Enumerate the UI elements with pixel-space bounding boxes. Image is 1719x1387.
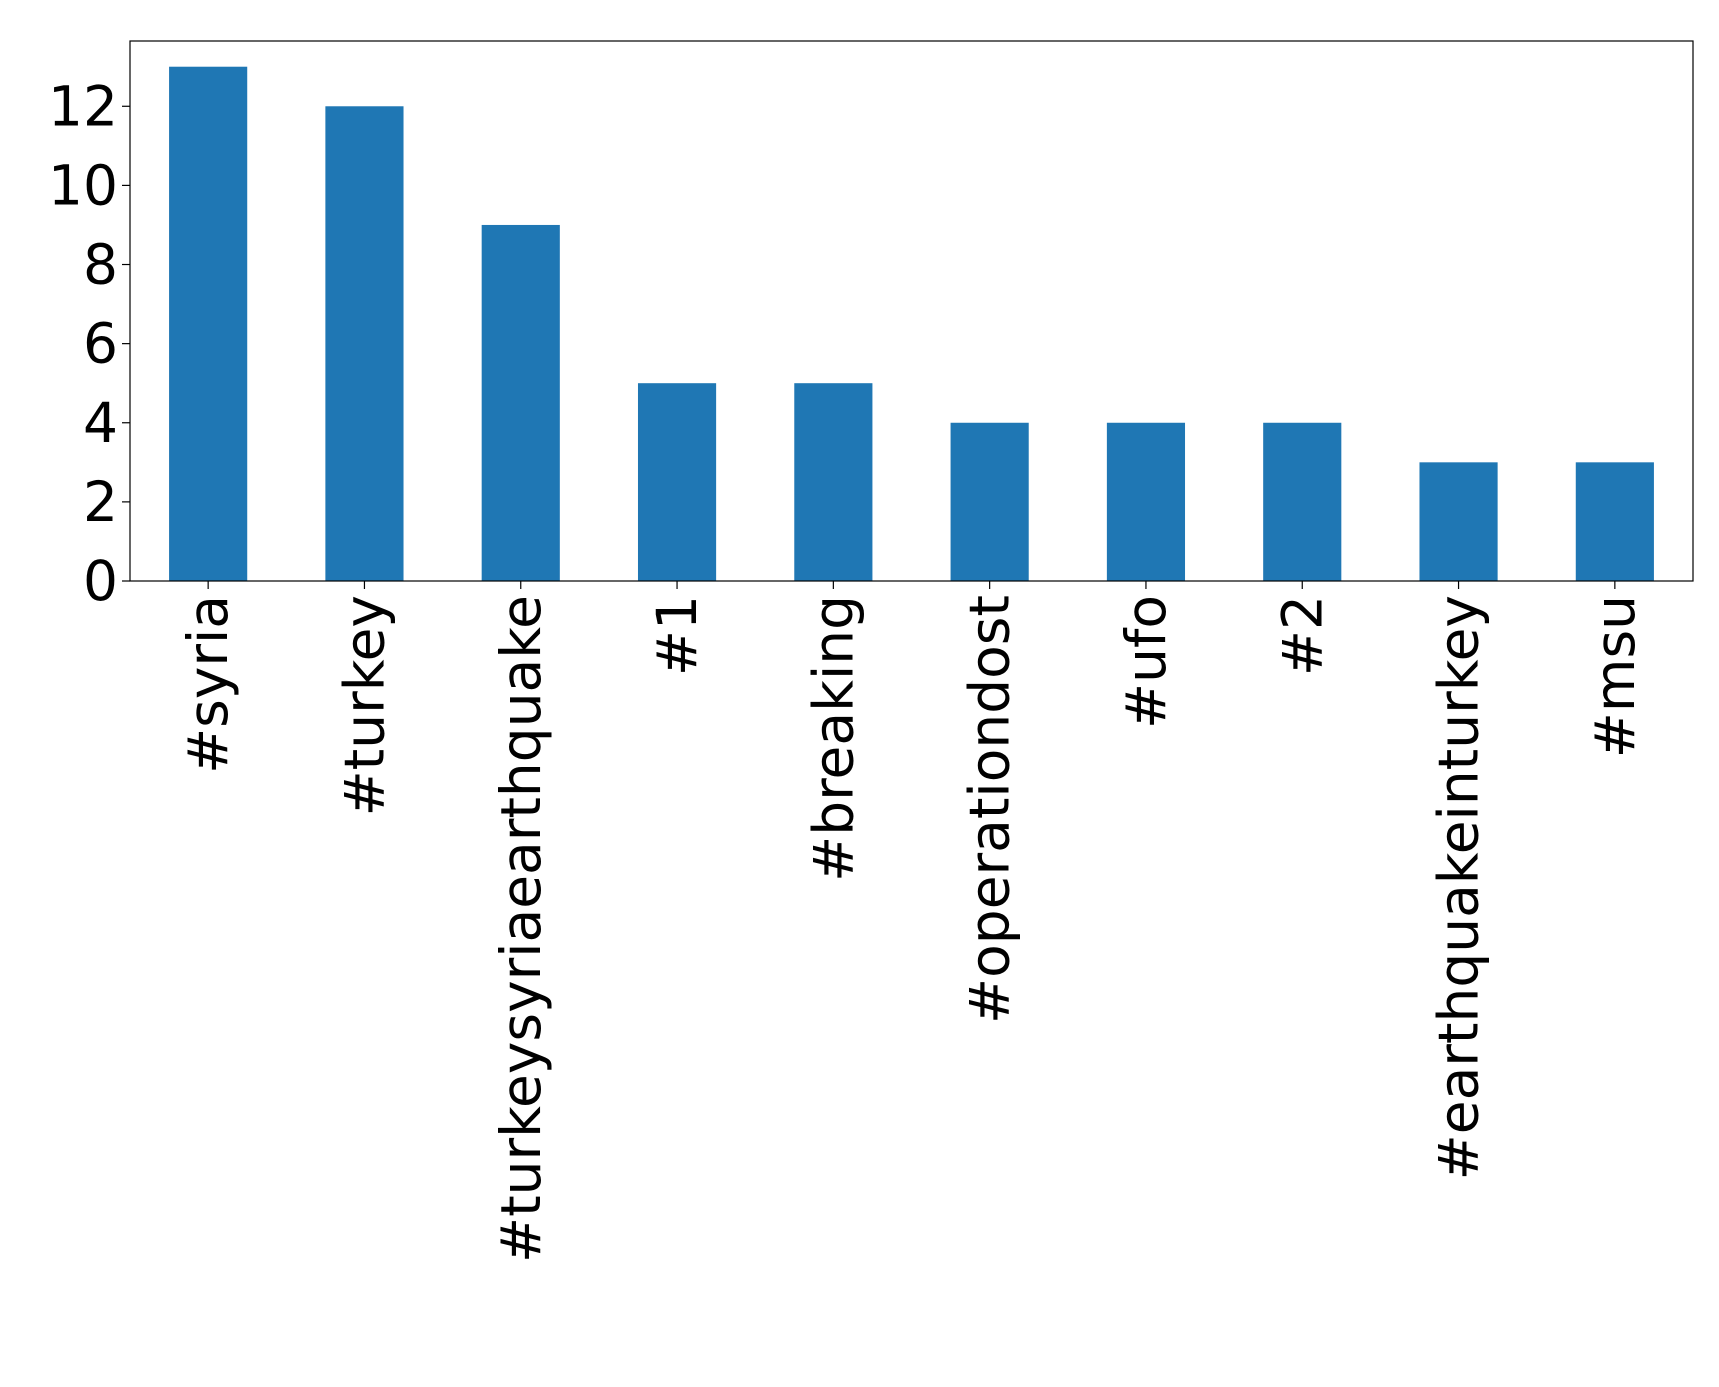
x-tick-label: #breaking: [801, 595, 865, 882]
y-tick-label: 2: [83, 470, 118, 534]
y-tick-label: 12: [48, 74, 118, 138]
bar: [169, 66, 248, 581]
x-tick-label: #syria: [176, 595, 240, 774]
bar: [637, 383, 717, 581]
x-tick-label: #turkey: [332, 595, 396, 816]
x-tick-label: #1: [645, 595, 709, 676]
bar: [794, 383, 873, 581]
y-tick-label: 8: [83, 233, 118, 297]
bar: [481, 224, 560, 581]
x-tick-label: #ufo: [1114, 595, 1178, 729]
y-tick-label: 10: [48, 153, 118, 217]
bar: [1575, 462, 1654, 581]
x-tick-label: #msu: [1583, 595, 1647, 758]
x-tick-label: #2: [1270, 595, 1334, 676]
x-tick-label: #operationdost: [958, 595, 1022, 1024]
y-tick-label: 0: [83, 549, 118, 613]
bar: [1263, 422, 1342, 581]
bar: [325, 106, 404, 582]
bar: [1106, 422, 1186, 581]
x-tick-label: #turkeysyriaearthquake: [489, 595, 553, 1263]
bar: [1419, 462, 1498, 581]
y-tick-label: 4: [83, 391, 118, 455]
y-tick-label: 6: [83, 312, 118, 376]
plot-frame: [129, 40, 1694, 582]
bar: [950, 422, 1029, 581]
x-tick-label: #earthquakeinturkey: [1427, 595, 1491, 1180]
